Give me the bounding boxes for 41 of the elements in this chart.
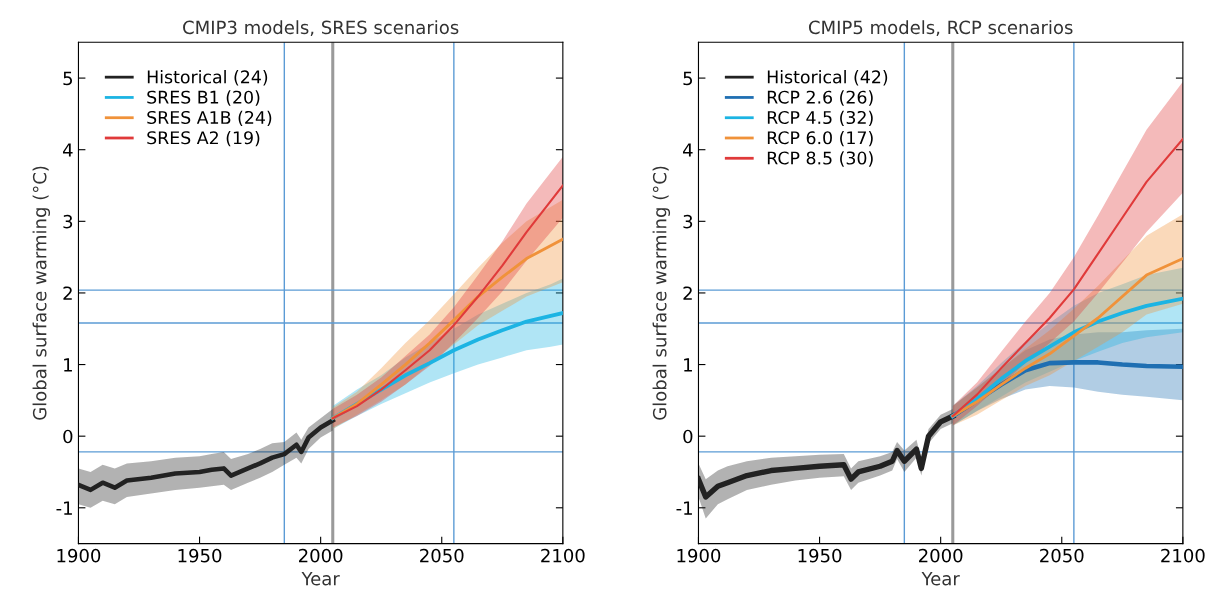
line-series <box>951 137 1183 418</box>
y-tick-label: 1 <box>64 358 72 372</box>
chart-title: CMIP5 models, RCP scenarios <box>808 20 1073 37</box>
y-axis-title: Global surface warming (°C) <box>32 166 51 420</box>
y-tick-label: -1 <box>56 501 72 515</box>
x-tick-label: 1900 <box>677 548 721 563</box>
y-tick-label: 2 <box>63 286 72 300</box>
y-tick-label: 5 <box>683 71 693 86</box>
legend-label: Historical (24) <box>147 70 268 86</box>
y-tick-label: 4 <box>683 143 693 157</box>
legend-label: SRES B1 (20) <box>147 90 260 106</box>
y-tick-label: 2 <box>683 286 692 300</box>
x-tick-label: 1950 <box>178 548 222 563</box>
y-tick-label: 4 <box>62 143 73 157</box>
chart-title: CMIP3 models, SRES scenarios <box>183 20 459 37</box>
x-axis-title: Year <box>301 572 340 586</box>
y-tick-label: -1 <box>676 501 692 515</box>
legend-label: RCP 4.5 (32) <box>767 110 873 127</box>
x-tick-label: 2100 <box>1161 548 1205 563</box>
y-tick-label: 0 <box>683 429 693 444</box>
x-tick-label: 1900 <box>57 548 101 563</box>
legend-label: SRES A1B (24) <box>147 110 272 127</box>
y-axis-title: Global surface warming (°C) <box>652 166 671 420</box>
legend-label: RCP 6.0 (17) <box>767 130 873 147</box>
x-tick-label: 2100 <box>541 548 585 563</box>
x-tick-label: 1950 <box>798 548 842 563</box>
x-tick-label: 2050 <box>420 548 464 563</box>
legend-label: Historical (42) <box>767 70 888 86</box>
x-tick-label: 2050 <box>1040 548 1084 563</box>
x-tick-label: 2000 <box>919 548 963 563</box>
y-tick-label: 1 <box>684 358 692 372</box>
legend-label: RCP 8.5 (30) <box>767 151 873 167</box>
y-tick-label: 0 <box>63 429 73 444</box>
y-tick-label: 3 <box>683 214 693 229</box>
line-series <box>78 418 336 493</box>
x-axis-title: Year <box>921 572 960 586</box>
legend-label: RCP 2.6 (26) <box>767 90 873 106</box>
legend-label: SRES A2 (19) <box>147 130 260 147</box>
y-tick-label: 3 <box>63 214 73 229</box>
y-tick-label: 5 <box>63 71 73 86</box>
x-tick-label: 2000 <box>299 548 343 563</box>
